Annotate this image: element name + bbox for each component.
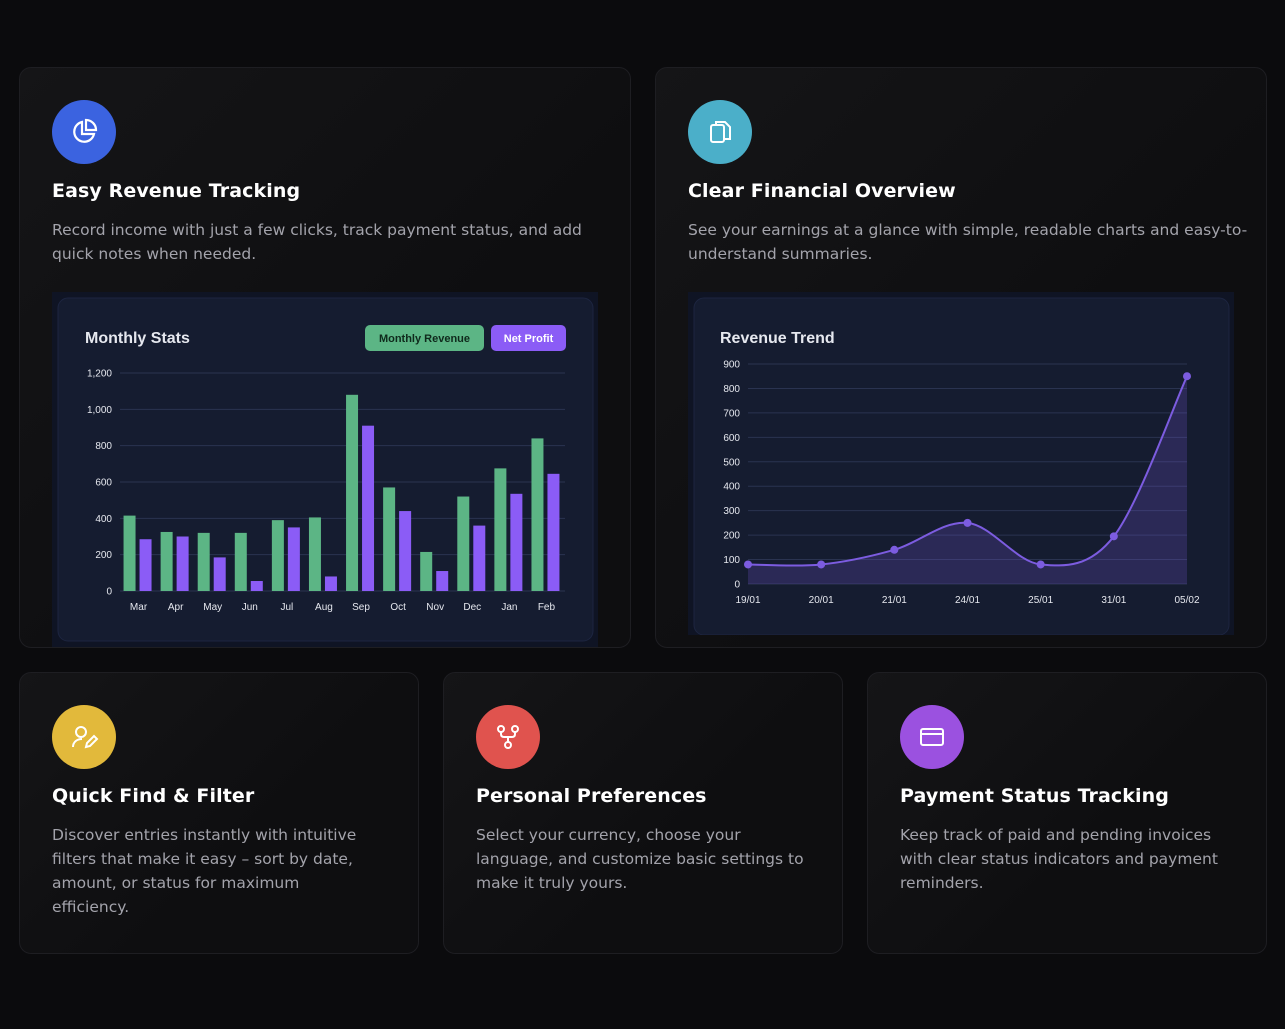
bar	[197, 532, 210, 591]
card-text: Select your currency, choose your langua…	[476, 826, 804, 892]
card-text: See your earnings at a glance with simpl…	[688, 221, 1248, 263]
bar	[399, 511, 412, 591]
x-tick-label: Jul	[280, 602, 293, 613]
point	[1183, 372, 1191, 381]
bar	[457, 496, 470, 591]
x-tick-label: 21/01	[882, 595, 907, 606]
y-tick-label: 600	[95, 478, 112, 489]
icon	[900, 705, 964, 769]
point	[1036, 560, 1045, 569]
feature-card: Payment Status Tracking Keep track of pa…	[867, 672, 1267, 954]
icon	[476, 705, 540, 769]
bar	[160, 531, 173, 591]
y-tick-label: 1,200	[87, 369, 112, 380]
y-tick-label: 800	[95, 441, 112, 452]
y-tick-label: 200	[95, 550, 112, 561]
card-text: Discover entries instantly with intuitiv…	[52, 826, 357, 916]
bar	[362, 425, 375, 591]
x-tick-label: Nov	[426, 602, 444, 613]
y-tick-label: 600	[723, 433, 740, 444]
x-tick-label: Jun	[242, 602, 258, 613]
bar	[287, 527, 300, 591]
point	[890, 545, 899, 554]
bar	[510, 493, 523, 591]
x-tick-label: 25/01	[1028, 595, 1053, 606]
bar	[234, 532, 247, 591]
bar	[346, 394, 359, 591]
point	[817, 560, 826, 569]
icon	[688, 100, 752, 164]
card-title: Easy Revenue Tracking	[52, 180, 301, 202]
y-tick-label: 400	[95, 514, 112, 525]
bar	[139, 539, 152, 591]
y-tick-label: 0	[106, 587, 112, 598]
x-tick-label: May	[203, 602, 222, 613]
bar	[383, 487, 396, 591]
x-tick-label: Aug	[315, 602, 333, 613]
feature-card: Clear Financial Overview See your earnin…	[655, 67, 1267, 648]
x-tick-label: Feb	[538, 602, 556, 613]
feature-card: Easy Revenue Tracking Record income with…	[19, 67, 631, 648]
x-tick-label: 20/01	[809, 595, 834, 606]
y-tick-label: 700	[723, 408, 740, 419]
line-chart: Revenue Trend 0 100 200 300 400 500 600 700 800 90…	[688, 292, 1234, 635]
icon	[52, 705, 116, 769]
y-tick-label: 500	[723, 457, 740, 468]
bar-chart: Monthly Stats Monthly Revenue Net Profit 0 2…	[52, 292, 598, 647]
bar	[324, 576, 337, 591]
card-title: Personal Preferences	[476, 785, 707, 807]
y-tick-label: 200	[723, 531, 740, 542]
y-tick-label: 0	[734, 580, 740, 591]
bar	[494, 468, 507, 591]
y-tick-label: 300	[723, 506, 740, 517]
y-tick-label: 400	[723, 482, 740, 493]
legend-label: Monthly Revenue	[379, 333, 470, 345]
point	[963, 518, 972, 527]
chart-title: Monthly Stats	[85, 330, 190, 347]
icon	[52, 100, 116, 164]
card-title: Clear Financial Overview	[688, 180, 956, 202]
x-tick-label: 24/01	[955, 595, 980, 606]
x-tick-label: Jan	[501, 602, 517, 613]
y-tick-label: 100	[723, 555, 740, 566]
bar	[547, 473, 560, 591]
point	[744, 560, 752, 569]
feature-card: Quick Find & Filter Discover entries ins…	[19, 672, 419, 954]
chart-title: Revenue Trend	[720, 330, 835, 347]
bar	[531, 438, 544, 591]
bar	[420, 551, 433, 591]
bar	[308, 517, 321, 591]
chart-panel	[693, 297, 1230, 635]
area	[748, 376, 1187, 584]
legend-swatch	[491, 325, 566, 351]
x-tick-label: Sep	[352, 602, 370, 613]
x-tick-label: 05/02	[1174, 595, 1199, 606]
card-text: Keep track of paid and pending invoices …	[900, 826, 1218, 892]
x-tick-label: Oct	[390, 602, 406, 613]
bar	[176, 536, 189, 591]
bar	[436, 571, 449, 591]
x-tick-label: 19/01	[735, 595, 760, 606]
x-tick-label: Mar	[130, 602, 148, 613]
card-title: Quick Find & Filter	[52, 785, 255, 807]
bar	[123, 515, 136, 591]
x-tick-label: Dec	[463, 602, 481, 613]
feature-card: Personal Preferences Select your currenc…	[443, 672, 843, 954]
x-tick-label: 31/01	[1101, 595, 1126, 606]
legend-label: Net Profit	[504, 333, 554, 345]
legend-swatch	[365, 325, 484, 351]
y-tick-label: 900	[723, 360, 740, 371]
point	[1109, 532, 1118, 541]
x-tick-label: Apr	[168, 602, 184, 613]
bar	[213, 557, 226, 591]
card-text: Record income with just a few clicks, tr…	[52, 221, 582, 263]
bar	[250, 581, 263, 591]
bar	[271, 520, 284, 591]
bar	[473, 525, 486, 591]
y-tick-label: 1,000	[87, 405, 112, 416]
y-tick-label: 800	[723, 384, 740, 395]
card-title: Payment Status Tracking	[900, 785, 1169, 807]
